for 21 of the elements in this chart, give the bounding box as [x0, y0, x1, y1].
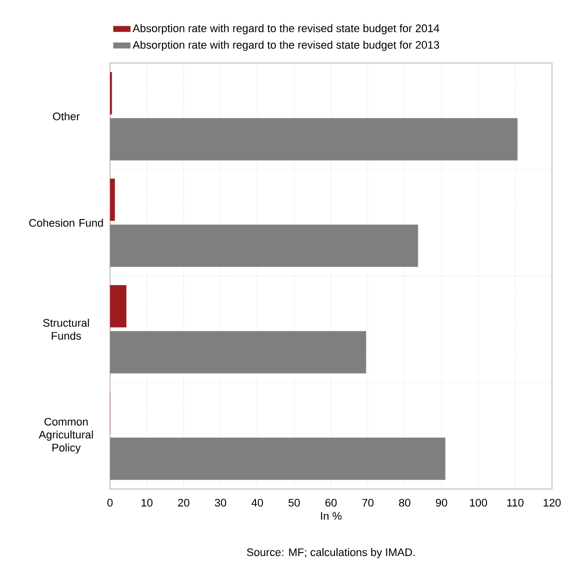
- x-tick-label: 60: [325, 498, 337, 507]
- source-note: Source: MF; calculations by IMAD.: [246, 548, 415, 558]
- x-tick-label: 40: [251, 498, 263, 507]
- x-tick-label: 120: [544, 498, 561, 507]
- x-tick-label: 0: [107, 498, 113, 507]
- legend-label: Absorption rate with regard to the revised state budget for 2013: [132, 40, 440, 51]
- x-tick-label: 20: [178, 498, 190, 507]
- x-tick-label: 10: [142, 498, 152, 507]
- x-tick-label: 100: [470, 498, 488, 507]
- x-tick-label: 30: [214, 498, 226, 507]
- x-tick-label: 50: [288, 498, 300, 507]
- y-tick-label: Common Agricultural Policy: [38, 418, 93, 454]
- x-tick-label: 90: [436, 498, 448, 507]
- legend-label: Absorption rate with regard to the revised state budget for 2014: [132, 24, 440, 34]
- y-tick-label: Other: [52, 112, 80, 120]
- x-tick-label: 80: [399, 498, 410, 507]
- x-tick-label: 70: [362, 498, 374, 507]
- x-tick-label: 110: [507, 498, 524, 507]
- y-tick-label: Cohesion Fund: [29, 218, 103, 227]
- y-tick-label: Structural Funds: [43, 318, 89, 340]
- x-axis-title: In %: [321, 512, 342, 520]
